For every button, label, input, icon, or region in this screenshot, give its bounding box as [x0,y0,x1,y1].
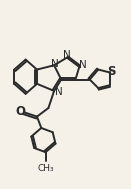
Text: N: N [79,60,87,70]
Text: N: N [51,59,59,69]
Text: S: S [107,65,115,78]
Text: N: N [63,50,71,60]
Text: N: N [54,87,62,97]
Text: O: O [16,105,26,118]
Text: CH₃: CH₃ [37,164,54,173]
